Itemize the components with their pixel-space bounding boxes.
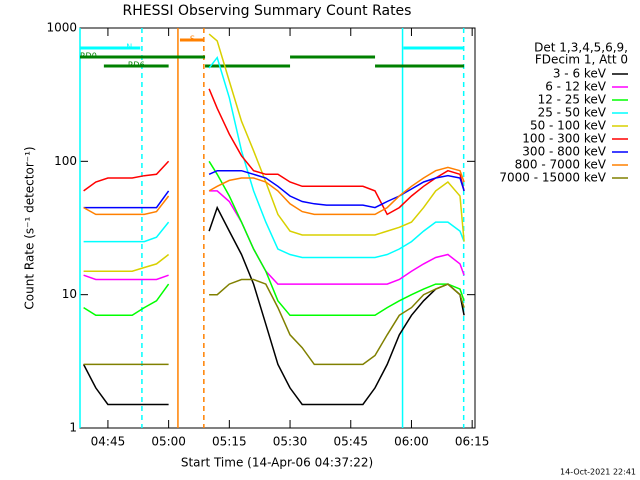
legend-label: 6 - 12 keV xyxy=(545,80,607,94)
legend-label: 800 - 7000 keV xyxy=(515,158,607,172)
x-tick-label: 06:00 xyxy=(394,435,429,449)
series-line xyxy=(83,166,465,216)
x-tick-label: 05:15 xyxy=(212,435,247,449)
y-tick-label: 10 xyxy=(62,287,77,301)
flag-label: RD0 xyxy=(80,52,97,61)
series-line xyxy=(82,205,465,406)
x-tick-label: 05:45 xyxy=(333,435,368,449)
x-tick-label: 04:45 xyxy=(91,435,126,449)
series-line xyxy=(83,169,465,209)
legend-label: 7000 - 15000 keV xyxy=(499,171,606,185)
x-tick-label: 05:00 xyxy=(151,435,186,449)
x-axis-label: Start Time (14-Apr-06 04:37:22) xyxy=(181,456,373,470)
flag-label: N xyxy=(126,43,132,52)
legend-label: 12 - 25 keV xyxy=(538,93,607,107)
legend-header: FDecim 1, Att 0 xyxy=(535,53,628,67)
legend-label: 300 - 800 keV xyxy=(522,145,606,159)
legend-label: 50 - 100 keV xyxy=(530,119,607,133)
flag-label: RD6 xyxy=(128,61,145,70)
series-line xyxy=(83,88,465,216)
series-line xyxy=(83,160,465,317)
y-tick-label: 100 xyxy=(54,154,77,168)
legend-label: 100 - 300 keV xyxy=(522,132,606,146)
legend-label: 25 - 50 keV xyxy=(538,106,607,120)
legend-label: 3 - 6 keV xyxy=(553,67,607,81)
legend-header: Det 1,3,4,5,6,9, xyxy=(534,41,628,55)
y-axis-label: Count Rate (s⁻¹ detector⁻¹) xyxy=(23,146,37,309)
series-line xyxy=(83,278,465,366)
x-tick-label: 06:15 xyxy=(455,435,490,449)
series-line xyxy=(83,33,465,272)
flag-label: S xyxy=(190,35,195,44)
footer: 14-Oct-2021 22:41 xyxy=(560,468,636,477)
y-tick-label: 1000 xyxy=(46,21,77,35)
y-tick-label: 1 xyxy=(69,421,77,435)
chart-title: RHESSI Observing Summary Count Rates xyxy=(123,3,412,19)
x-tick-label: 05:30 xyxy=(273,435,308,449)
